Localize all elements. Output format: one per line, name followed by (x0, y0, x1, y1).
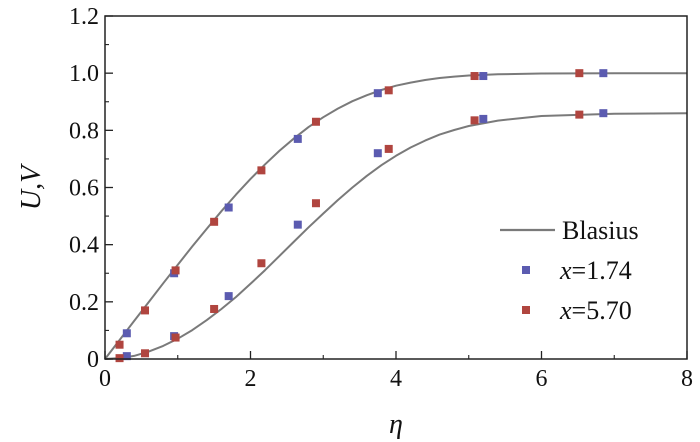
marker-x174 (224, 203, 233, 212)
plot-layer (104, 69, 688, 363)
y-tick-label: 0 (87, 347, 99, 373)
legend-x174-marker (522, 266, 530, 274)
marker-x174 (122, 352, 131, 361)
marker-x570 (171, 333, 180, 342)
marker-x570 (257, 259, 266, 268)
marker-x174 (599, 69, 608, 78)
legend-x570-var: x (559, 296, 572, 325)
marker-x570 (384, 144, 393, 153)
marker-x174 (479, 114, 488, 123)
marker-x570 (575, 110, 584, 119)
y-tick-label: 0.8 (69, 118, 99, 144)
marker-x570 (470, 116, 479, 125)
y-tick-label: 0.6 (69, 176, 99, 202)
marker-x570 (115, 340, 124, 349)
legend: Blasius x=1.74 x=5.70 (500, 216, 639, 325)
marker-x570 (384, 86, 393, 95)
marker-x174 (224, 292, 233, 301)
x-tick-label: 4 (390, 366, 402, 392)
marker-x570 (311, 199, 320, 208)
y-tick-label: 1.2 (69, 4, 99, 30)
legend-x570-val: =5.70 (572, 296, 632, 325)
marker-x570 (210, 304, 219, 313)
marker-x570 (141, 306, 150, 315)
marker-x570 (311, 117, 320, 126)
marker-x570 (575, 69, 584, 78)
marker-x174 (293, 220, 302, 229)
y-tick-label: 1.0 (69, 61, 99, 87)
x-tick-label: 8 (681, 366, 693, 392)
marker-x570 (141, 349, 150, 358)
ticks-layer: 0 2 4 6 8 0 0.2 0.4 0.6 0.8 1.0 1.2 (69, 4, 693, 392)
x-tick-label: 0 (99, 366, 111, 392)
x-tick-label: 6 (536, 366, 548, 392)
legend-x570-label: x=5.70 (559, 296, 632, 325)
x-axis-label: η (389, 409, 403, 440)
marker-x570 (115, 354, 124, 363)
legend-x174-label: x=1.74 (559, 256, 632, 285)
marker-x174 (122, 329, 131, 338)
marker-x570 (470, 72, 479, 81)
marker-x570 (171, 266, 180, 275)
legend-x174-val: =1.74 (572, 256, 632, 285)
legend-x174-var: x (559, 256, 572, 285)
legend-blasius-label: Blasius (562, 216, 639, 245)
x-tick-label: 2 (245, 366, 257, 392)
marker-x174 (373, 149, 382, 158)
y-tick-label: 0.2 (69, 290, 99, 316)
marker-x174 (479, 72, 488, 81)
legend-x570-marker (522, 306, 530, 314)
marker-x174 (599, 109, 608, 118)
marker-x570 (257, 166, 266, 175)
marker-x174 (293, 134, 302, 143)
marker-x174 (373, 89, 382, 98)
y-tick-label: 0.4 (69, 233, 99, 259)
marker-x570 (210, 217, 219, 226)
y-axis-label: U,V (16, 163, 47, 210)
